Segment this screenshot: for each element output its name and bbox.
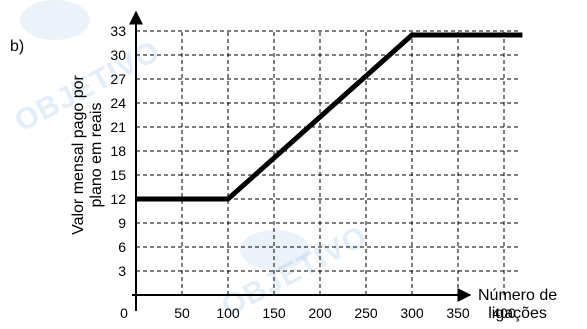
y-tick-label: 6	[118, 239, 126, 255]
y-tick-label: 30	[110, 47, 126, 63]
tick-labels: 3 6 9 12 15 18 21 24 27 30 33 0 50 100 150 200 250 300 350…	[110, 23, 515, 321]
x-axis-label: Número de ligações	[478, 287, 558, 322]
x-tick-label: 250	[354, 305, 378, 321]
y-tick-label: 9	[118, 215, 126, 231]
series-line	[136, 32, 523, 202]
panel-label: b)	[10, 38, 25, 55]
y-tick-label: 12	[110, 191, 126, 207]
origin-label: 0	[120, 305, 128, 321]
x-tick-label: 300	[400, 305, 424, 321]
y-tick-label: 27	[110, 71, 126, 87]
x-tick-label: 100	[216, 305, 240, 321]
series	[136, 32, 523, 202]
y-tick-label: 18	[110, 143, 126, 159]
x-tick-label: 350	[446, 305, 470, 321]
y-tick-label: 3	[118, 263, 126, 279]
y-tick-label: 15	[110, 167, 126, 183]
x-tick-label: 50	[174, 305, 190, 321]
grid	[136, 30, 520, 295]
y-tick-label: 33	[110, 23, 126, 39]
y-tick-label: 21	[110, 119, 126, 135]
y-axis-label: Valor mensal pago por plano em reais	[70, 75, 105, 235]
x-tick-label: 400	[492, 305, 516, 321]
x-tick-label: 150	[262, 305, 286, 321]
y-tick-label: 24	[110, 95, 126, 111]
x-tick-label: 200	[308, 305, 332, 321]
